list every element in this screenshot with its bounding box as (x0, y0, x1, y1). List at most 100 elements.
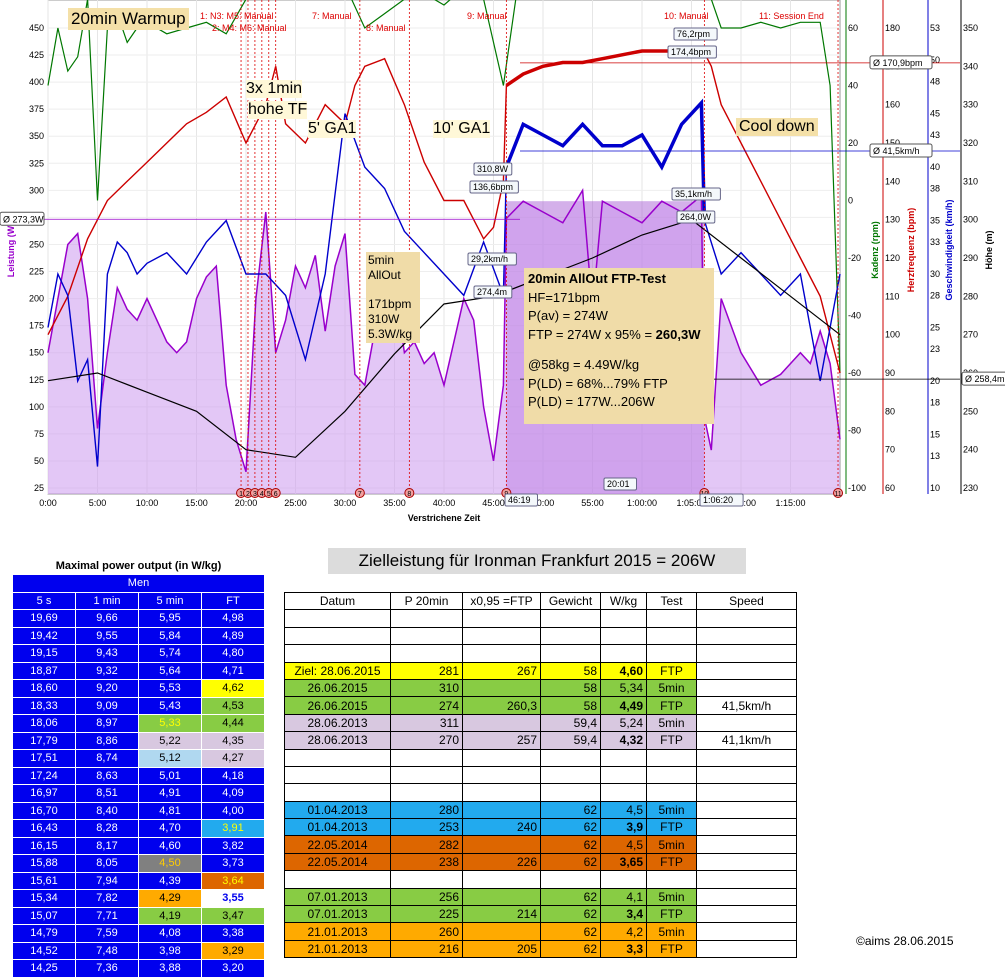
tests-cell (540, 765, 601, 785)
series-ftp-highlight (504, 98, 707, 221)
tests-cell: Ziel: 28.06.2015 (284, 661, 391, 680)
tests-cell: 3,65 (600, 852, 647, 872)
tests-cell (284, 870, 391, 889)
power-tick-label: 425 (29, 50, 44, 60)
x-tick-label: 0:00 (39, 498, 57, 508)
power-cell: 4,39 (138, 871, 202, 890)
right-axis-tick: 100 (885, 330, 900, 340)
right-axis-tick: 230 (963, 483, 978, 493)
cursor-label: 35,1km/h (675, 189, 712, 199)
tests-cell: FTP (646, 905, 697, 924)
lap-marker-label: 5 (267, 491, 271, 498)
power-cell: 4,00 (201, 801, 265, 820)
tests-cell (696, 644, 797, 663)
power-row: 14,79 7,59 4,08 3,38 (12, 924, 265, 943)
power-cell: 4,09 (201, 784, 265, 803)
tests-cell (696, 818, 797, 837)
tests-cell: 5min (646, 713, 697, 733)
tests-cell: 59,4 (540, 731, 601, 750)
power-cell: 4,62 (201, 679, 265, 698)
power-cell: 5,12 (138, 749, 202, 768)
tests-row: 01.04.2013 253 240 62 3,9 FTP (284, 818, 797, 837)
phase-10-ga1: 10' GA1 (433, 120, 491, 138)
right-axis-tick: 18 (930, 397, 940, 407)
tests-cell (462, 609, 541, 628)
tests-cell: 5min (646, 887, 697, 907)
power-cell: 8,86 (75, 731, 139, 750)
power-cell: 14,79 (12, 924, 76, 943)
tests-cell: 205 (462, 939, 541, 959)
power-cell: 9,32 (75, 661, 139, 680)
ref-label: Ø 170,9bpm (873, 58, 923, 68)
tests-cell (646, 870, 697, 889)
power-tick-label: 450 (29, 23, 44, 33)
power-cell: 4,60 (138, 836, 202, 855)
power-cell: 4,89 (201, 626, 265, 645)
power-tick-label: 375 (29, 104, 44, 114)
power-cell: 3,91 (201, 819, 265, 838)
tests-col-header: Datum (284, 591, 391, 611)
power-cell: 5,95 (138, 609, 202, 628)
tests-cell (284, 748, 391, 767)
series-line-kadenz (47, 0, 841, 374)
ref-label: Ø 273,3W (3, 214, 44, 224)
lap-marker (270, 488, 281, 498)
power-cell: 14,25 (12, 959, 76, 978)
tests-row: 26.06.2015 274 260,3 58 4,49 FTP 41,5km/h (284, 696, 797, 715)
right-axis-tick: 150 (885, 138, 900, 148)
tests-row (284, 644, 797, 663)
tests-cell: FTP (646, 661, 697, 680)
power-axis-label: Leistung (W) (6, 223, 16, 278)
tests-cell: 62 (540, 887, 601, 907)
right-axis-tick: 40 (848, 81, 858, 91)
tests-row (284, 609, 797, 628)
power-table-title: Maximal power output (in W/kg) (12, 557, 265, 575)
x-tick-label: 20:00 (235, 498, 258, 508)
cursor-label: 20:01 (607, 479, 630, 489)
tests-row: 21.01.2013 216 205 62 3,3 FTP (284, 939, 797, 959)
power-cell: 4,18 (201, 766, 265, 785)
power-tick-label: 150 (29, 348, 44, 358)
tests-cell: 5min (646, 678, 697, 698)
power-row: 17,79 8,86 5,22 4,35 (12, 731, 265, 750)
cursor-label: 46:19 (508, 495, 531, 505)
cursor-label: 264,0W (680, 212, 712, 222)
power-cell: 4,71 (201, 661, 265, 680)
power-cell: 4,08 (138, 924, 202, 943)
ftp-note-line: P(LD) = 177W...206W (528, 394, 655, 409)
right-axis-tick: 240 (963, 445, 978, 455)
right-axis-tick: 130 (885, 215, 900, 225)
tests-cell (462, 800, 541, 820)
tests-cell: 5,24 (600, 713, 647, 733)
right-axis-label: Höhe (m) (984, 231, 994, 270)
tests-row (284, 870, 797, 889)
tests-cell: 310 (390, 678, 463, 698)
tests-col-header: x0,95 =FTP (462, 591, 541, 611)
right-axis-tick: 50 (930, 55, 940, 65)
tests-col-header: W/kg (600, 591, 647, 611)
power-col-header: 5 min (138, 591, 202, 610)
tests-cell: 270 (390, 731, 463, 750)
tests-row: Ziel: 28.06.2015 281 267 58 4,60 FTP (284, 661, 797, 680)
goal-banner: Zielleistung für Ironman Frankfurt 2015 … (328, 548, 746, 574)
tests-cell (696, 661, 797, 680)
tests-row (284, 783, 797, 802)
tests-row (284, 748, 797, 767)
tests-cell: FTP (646, 939, 697, 959)
phase-hohe-tf: hohe TF (248, 101, 308, 119)
x-tick-label: 10:00 (136, 498, 159, 508)
power-cell: 4,29 (138, 889, 202, 908)
right-axis-label: Herzfrequenz (bpm) (906, 208, 916, 293)
tests-cell (390, 644, 463, 663)
x-tick-label: 1:00:00 (627, 498, 657, 508)
right-axis-label: Kadenz (rpm) (870, 221, 880, 279)
tests-cell (284, 626, 391, 646)
tests-cell: 267 (462, 661, 541, 680)
tests-cell: 62 (540, 922, 601, 941)
right-axis-tick: 270 (963, 330, 978, 340)
power-tick-label: 250 (29, 239, 44, 249)
cursor-label-box (467, 252, 517, 266)
tests-row: 07.01.2013 225 214 62 3,4 FTP (284, 905, 797, 924)
tests-cell: 4,32 (600, 731, 647, 750)
tests-cell (390, 609, 463, 628)
